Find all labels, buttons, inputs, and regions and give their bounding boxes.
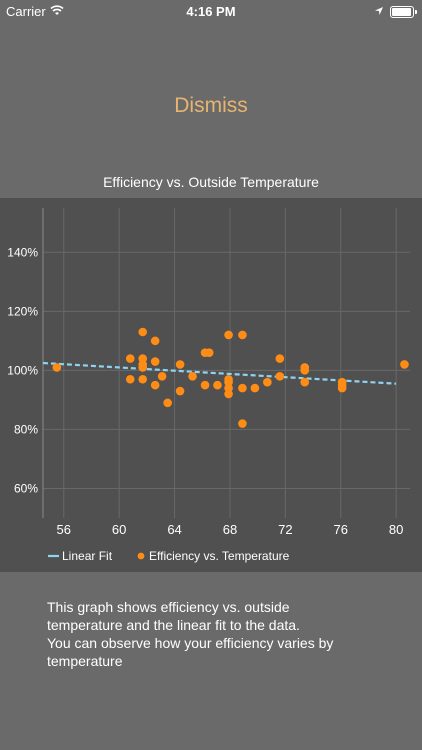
chart-title: Efficiency vs. Outside Temperature (103, 174, 319, 190)
carrier-label: Carrier (6, 4, 46, 19)
legend-dot-swatch (137, 552, 145, 560)
data-point (125, 354, 135, 363)
x-tick-label: 80 (389, 522, 403, 537)
description-line: This graph shows efficiency vs. outside (47, 599, 290, 615)
y-tick-label: 140% (7, 245, 38, 259)
chart-panel: 56 60 64 68 72 76 80 60% 80% 100% 120% 140% Linear F… (0, 198, 422, 572)
data-point (125, 374, 135, 384)
wifi-icon (50, 4, 64, 19)
legend-label: Efficiency vs. Temperature (149, 549, 290, 563)
data-point (224, 383, 233, 393)
data-point (157, 371, 167, 381)
data-point (238, 419, 247, 428)
battery-icon (390, 5, 417, 18)
data-point (150, 380, 160, 390)
data-point (138, 327, 148, 337)
data-point (150, 357, 160, 366)
x-tick-label: 76 (334, 522, 348, 537)
data-point (138, 363, 148, 372)
scatter-chart: 56 60 64 68 72 76 80 60% 80% 100% 120% 140% Linear F… (7, 208, 410, 563)
status-right (374, 4, 417, 19)
data-point (204, 348, 214, 357)
status-bar: Carrier 4:16 PM (0, 0, 422, 22)
data-point (138, 374, 148, 384)
data-point (275, 354, 285, 363)
data-point (52, 363, 62, 372)
x-tick-label: 56 (57, 522, 71, 537)
y-tick-label: 100% (7, 363, 38, 377)
data-point (224, 389, 233, 399)
legend-label: Linear Fit (62, 549, 113, 563)
x-tick-label: 64 (167, 522, 181, 537)
data-point (400, 360, 409, 369)
location-arrow-icon (374, 4, 384, 19)
status-left: Carrier (6, 4, 64, 19)
x-tick-label: 68 (223, 522, 237, 537)
data-point (300, 366, 310, 375)
y-tick-label: 80% (14, 422, 38, 436)
description-line: temperature and the linear fit to the da… (47, 617, 300, 633)
data-point (200, 380, 210, 390)
x-tick-label: 60 (112, 522, 126, 537)
data-point (263, 377, 272, 387)
data-point (337, 383, 347, 393)
data-point (238, 383, 247, 393)
dismiss-button[interactable]: Dismiss (174, 94, 248, 117)
description: This graph shows efficiency vs. outside … (47, 598, 387, 670)
description-line: You can observe how your efficiency vari… (47, 635, 334, 651)
data-point (300, 377, 310, 387)
data-point (224, 330, 233, 340)
data-point (175, 360, 185, 369)
description-line: temperature (47, 653, 123, 669)
data-point (150, 336, 160, 346)
data-point (175, 386, 185, 396)
data-point (213, 380, 222, 390)
status-time: 4:16 PM (186, 4, 236, 19)
data-point (275, 371, 285, 381)
y-tick-label: 120% (7, 304, 38, 318)
y-tick-label: 60% (14, 481, 38, 495)
data-point (250, 383, 260, 393)
data-point (138, 354, 148, 363)
data-point (188, 371, 197, 381)
linear-fit-line (42, 361, 397, 385)
data-point (163, 398, 172, 408)
x-tick-label: 72 (278, 522, 292, 537)
data-point (224, 377, 233, 387)
data-point (238, 330, 247, 340)
